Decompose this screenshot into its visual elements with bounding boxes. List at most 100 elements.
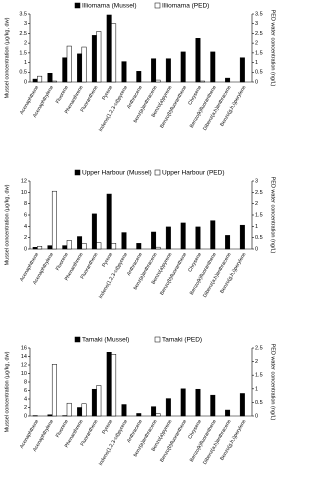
legend-swatch xyxy=(74,169,81,176)
y-tick-label: 8 xyxy=(24,379,27,385)
x-tick-label: Indeno(1,2,3-cd)pyrene xyxy=(98,418,129,466)
bar xyxy=(210,394,216,417)
bar xyxy=(91,388,97,417)
bar xyxy=(96,242,102,250)
legend-label: Tamaki (Mussel) xyxy=(82,337,129,344)
bar xyxy=(151,231,157,250)
bar xyxy=(81,243,87,250)
y2-tick-label: 1 xyxy=(255,60,258,66)
legend-swatch xyxy=(154,336,161,343)
y-tick-label: 3 xyxy=(24,21,27,27)
y2-tick-label: 1.5 xyxy=(255,373,263,379)
y2-tick-label: 0.5 xyxy=(255,70,263,76)
bar xyxy=(136,243,142,250)
y-tick-label: 1 xyxy=(24,60,27,66)
x-tick-label: Indeno(1,2,3-cd)pyrene xyxy=(98,251,129,299)
x-tick-label: Chrysene xyxy=(187,251,203,273)
bar xyxy=(225,409,231,417)
bar xyxy=(151,58,157,83)
bar xyxy=(165,58,171,83)
y2-tick-label: 1.5 xyxy=(255,50,263,56)
legend-swatch xyxy=(154,2,161,9)
y2-tick-label: 3 xyxy=(255,178,258,184)
y-tick-label: 3.5 xyxy=(19,11,27,17)
x-tick-label: Fluorene xyxy=(55,251,70,271)
y-tick-label: 1.5 xyxy=(19,50,27,56)
y2-tick-label: 1 xyxy=(255,224,258,230)
bar xyxy=(96,385,102,417)
legend-swatch xyxy=(74,2,81,9)
y2-tick-label: 3 xyxy=(255,21,258,27)
y-axis-title: Mussel concentration (µg/kg, dw) xyxy=(4,17,10,98)
x-tick-label: Fluorene xyxy=(55,418,70,438)
bar xyxy=(195,226,201,250)
bar xyxy=(51,80,57,83)
y-tick-label: 2.5 xyxy=(19,31,27,37)
legend-swatch xyxy=(74,336,81,343)
bar xyxy=(47,414,53,417)
y-axis-title: Mussel concentration (µg/kg, dw) xyxy=(4,184,10,265)
y-tick-label: 16 xyxy=(21,345,27,351)
bar xyxy=(180,388,186,417)
bar xyxy=(239,224,245,250)
bar xyxy=(121,232,127,250)
y2-axis-title: PED water concentration (ng/L) xyxy=(270,10,276,87)
y2-tick-label: 3.5 xyxy=(255,11,263,17)
figure: 0 0.5 1 1.5 2 2.5 3 3.5 0 0.5 1 1.5 2 2.5 3 3.5 Mussel c… xyxy=(4,2,276,467)
bar xyxy=(239,393,245,417)
y-axis-title: Mussel concentration (µg/kg, dw) xyxy=(4,351,10,432)
bar xyxy=(66,240,72,250)
bar xyxy=(180,51,186,83)
y2-tick-label: 0 xyxy=(255,413,258,419)
x-tick-label: Pyrene xyxy=(101,418,114,435)
bar xyxy=(225,77,231,83)
bar xyxy=(51,190,57,250)
bar xyxy=(106,14,112,83)
bar xyxy=(155,413,161,417)
bar xyxy=(91,213,97,250)
y-tick-label: 12 xyxy=(21,362,27,368)
bar xyxy=(37,75,43,83)
legend-label: Upper Harbour (Mussel) xyxy=(82,170,152,177)
y2-tick-label: 2.5 xyxy=(255,31,263,37)
y-tick-label: 6 xyxy=(24,388,27,394)
x-tick-label: Pyrene xyxy=(101,84,114,101)
legend-label: Illiomama (PED) xyxy=(162,3,209,10)
y2-tick-label: 0.5 xyxy=(255,400,263,406)
y-tick-label: 0 xyxy=(24,79,27,85)
x-tick-label: Chrysene xyxy=(187,418,203,440)
bar xyxy=(62,57,68,83)
y-tick-label: 10 xyxy=(21,190,27,196)
bar xyxy=(106,352,112,417)
x-tick-label: Pyrene xyxy=(101,251,114,268)
y2-tick-label: 2 xyxy=(255,201,258,207)
bar xyxy=(77,53,83,83)
legend-swatch xyxy=(154,169,161,176)
y2-tick-label: 1 xyxy=(255,386,258,392)
bar xyxy=(96,31,102,83)
y2-tick-label: 2.5 xyxy=(255,345,263,351)
y-tick-label: 6 xyxy=(24,212,27,218)
legend-label: Upper Harbour (PED) xyxy=(162,170,225,177)
bar xyxy=(66,45,72,83)
bar xyxy=(111,354,117,417)
y-tick-label: 2 xyxy=(24,235,27,241)
bar xyxy=(106,193,112,250)
bar xyxy=(32,247,38,250)
bar xyxy=(155,79,161,83)
bar xyxy=(66,402,72,417)
y2-axis-title: PED water concentration (ng/L) xyxy=(270,177,276,254)
bar xyxy=(37,246,43,250)
y-tick-label: 0 xyxy=(24,246,27,252)
y-tick-label: 0 xyxy=(24,413,27,419)
y2-tick-label: 1.5 xyxy=(255,212,263,218)
y2-tick-label: 2 xyxy=(255,359,258,365)
y-tick-label: 10 xyxy=(21,371,27,377)
bar xyxy=(121,61,127,83)
bar xyxy=(239,57,245,83)
bar xyxy=(195,388,201,417)
bar xyxy=(47,245,53,250)
y2-tick-label: 0 xyxy=(255,79,258,85)
y2-axis-title: PED water concentration (ng/L) xyxy=(270,344,276,421)
bar xyxy=(77,236,83,250)
